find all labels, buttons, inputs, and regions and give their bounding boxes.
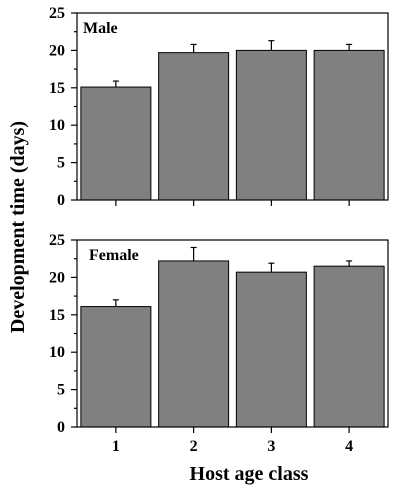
panel-label: Male bbox=[83, 20, 118, 37]
y-tick-label: 5 bbox=[57, 155, 65, 172]
y-tick-label: 20 bbox=[49, 42, 65, 59]
y-tick-label: 10 bbox=[49, 344, 65, 361]
panel-male: 0 5 10 15 20 25 Male bbox=[49, 5, 389, 209]
bar bbox=[158, 260, 230, 428]
x-tick-label: 2 bbox=[190, 438, 198, 455]
panel-label: Female bbox=[89, 247, 139, 264]
x-tick-label: 1 bbox=[112, 438, 120, 455]
bar bbox=[158, 52, 230, 201]
y-tick-label: 15 bbox=[49, 307, 65, 324]
y-tick-label: 20 bbox=[49, 269, 65, 286]
y-tick-label: 5 bbox=[57, 382, 65, 399]
bar bbox=[235, 49, 307, 201]
y-tick-label: 15 bbox=[49, 80, 65, 97]
y-tick-label: 25 bbox=[49, 232, 65, 249]
x-tick-label: 4 bbox=[345, 438, 353, 455]
y-tick-label: 0 bbox=[57, 419, 65, 436]
panels: 0 5 10 15 20 25 Male 0 5 10 15 20 25 1 2 3 4 Female bbox=[49, 5, 389, 455]
bar bbox=[313, 49, 385, 201]
y-tick-label: 10 bbox=[49, 117, 65, 134]
x-axis-title: Host age class bbox=[190, 463, 309, 485]
bar bbox=[80, 306, 152, 428]
y-tick-label: 0 bbox=[57, 192, 65, 209]
y-tick-label: 25 bbox=[49, 5, 65, 22]
panel-female: 0 5 10 15 20 25 1 2 3 4 Female bbox=[49, 232, 389, 455]
bar bbox=[80, 86, 152, 201]
bar bbox=[235, 271, 307, 428]
x-tick-label: 3 bbox=[267, 438, 275, 455]
y-axis-title: Development time (days) bbox=[7, 121, 29, 333]
bar bbox=[313, 265, 385, 428]
